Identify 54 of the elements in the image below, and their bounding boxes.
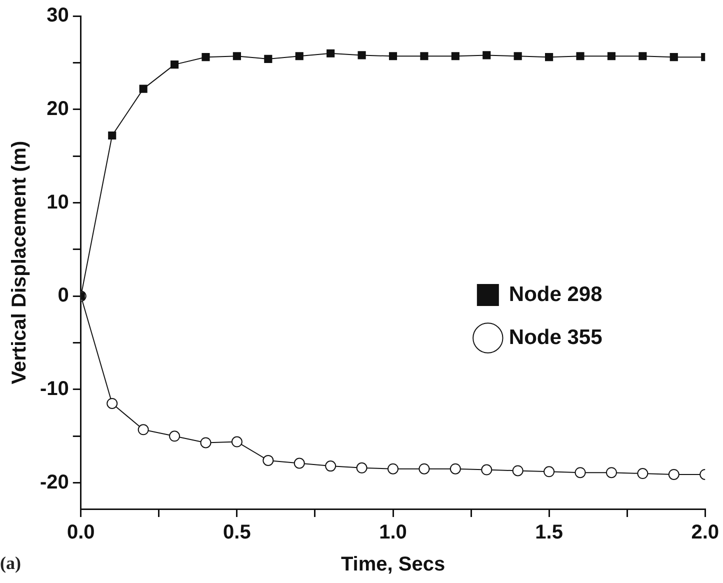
legend-label: Node 355	[508, 326, 603, 349]
point	[388, 52, 398, 60]
point	[420, 52, 428, 60]
point	[326, 49, 335, 58]
point	[482, 51, 491, 60]
point	[514, 52, 522, 60]
point	[294, 458, 305, 469]
point	[356, 462, 368, 474]
point	[325, 460, 336, 472]
point	[512, 465, 524, 476]
point	[574, 467, 586, 478]
point	[108, 131, 116, 140]
point	[450, 463, 461, 474]
point	[231, 436, 242, 448]
y-tick-label: 20	[46, 98, 69, 120]
y-tick-label: 30	[46, 4, 69, 27]
y-tick-label: -10	[40, 378, 69, 400]
point	[388, 463, 399, 474]
y-tick-label: 0	[58, 284, 69, 307]
point	[295, 52, 304, 60]
point	[544, 466, 555, 478]
y-axis-title: Vertical Displacement (m)	[8, 140, 31, 384]
point	[670, 53, 678, 62]
point	[606, 467, 617, 478]
legend-label: Node 298	[508, 282, 603, 306]
point	[451, 52, 460, 60]
y-tick-label: 10	[46, 191, 69, 214]
y-tick-label: -20	[40, 471, 69, 494]
x-axis-title: Time, Secs	[340, 554, 446, 576]
point	[638, 52, 647, 60]
point	[169, 430, 180, 442]
point	[202, 53, 210, 62]
point	[138, 424, 149, 436]
point	[358, 51, 366, 60]
point	[170, 60, 179, 69]
point	[637, 468, 648, 480]
point	[139, 84, 148, 93]
x-tick-label: 2.0	[691, 522, 720, 544]
x-tick-label: 0.5	[223, 522, 251, 544]
point	[200, 437, 212, 448]
point	[481, 464, 492, 476]
point	[264, 54, 272, 63]
point	[576, 52, 584, 60]
point	[668, 468, 680, 480]
point	[106, 398, 118, 409]
text: (a)	[0, 553, 21, 574]
point	[418, 463, 430, 474]
point	[262, 454, 274, 466]
point	[607, 52, 616, 60]
point	[545, 53, 554, 62]
x-tick-label: 1.5	[535, 522, 563, 544]
point	[232, 52, 241, 60]
x-tick-label: 1.0	[379, 522, 407, 544]
x-tick-label: 0.0	[67, 522, 95, 544]
